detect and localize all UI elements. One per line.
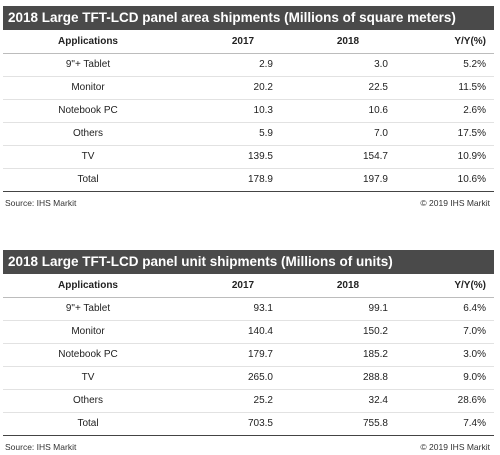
column-header-2017: 2017 bbox=[231, 36, 255, 47]
table-row: TV 139.5 154.7 10.9% bbox=[3, 146, 494, 169]
cell-application: Total bbox=[77, 174, 99, 185]
cell-2017: 140.4 bbox=[247, 326, 273, 337]
table-row-total: Total 178.9 197.9 10.6% bbox=[3, 169, 494, 192]
cell-yy: 11.5% bbox=[458, 82, 486, 93]
cell-2017: 178.9 bbox=[247, 174, 273, 185]
cell-2018: 185.2 bbox=[362, 349, 388, 360]
cell-yy: 2.6% bbox=[463, 105, 486, 116]
cell-application: Monitor bbox=[71, 82, 105, 93]
cell-yy: 7.0% bbox=[463, 326, 486, 337]
table-row: TV 265.0 288.8 9.0% bbox=[3, 367, 494, 390]
cell-2018: 22.5 bbox=[368, 82, 388, 93]
column-header-yy: Y/Y(%) bbox=[454, 280, 486, 291]
cell-2018: 154.7 bbox=[362, 151, 388, 162]
table-row: Monitor 20.2 22.5 11.5% bbox=[3, 77, 494, 100]
cell-yy: 7.4% bbox=[463, 418, 486, 429]
cell-2017: 2.9 bbox=[259, 59, 273, 70]
cell-application: TV bbox=[81, 372, 95, 383]
table-header-row: Applications 2017 2018 Y/Y(%) bbox=[3, 30, 494, 54]
cell-2017: 179.7 bbox=[247, 349, 273, 360]
column-header-2018: 2018 bbox=[336, 36, 360, 47]
table-row: Notebook PC 10.3 10.6 2.6% bbox=[3, 100, 494, 123]
cell-2017: 139.5 bbox=[247, 151, 273, 162]
table-row: 9"+ Tablet 93.1 99.1 6.4% bbox=[3, 298, 494, 321]
cell-2018: 7.0 bbox=[374, 128, 388, 139]
cell-2017: 10.3 bbox=[253, 105, 273, 116]
table-title: 2018 Large TFT-LCD panel area shipments … bbox=[3, 6, 494, 30]
cell-application: Others bbox=[72, 395, 103, 406]
cell-2017: 5.9 bbox=[259, 128, 273, 139]
cell-application: Notebook PC bbox=[58, 349, 118, 360]
source-line: Source: IHS Markit © 2019 IHS Markit bbox=[3, 195, 494, 211]
cell-2018: 288.8 bbox=[362, 372, 388, 383]
cell-application: 9"+ Tablet bbox=[65, 303, 111, 314]
cell-application: 9"+ Tablet bbox=[65, 59, 111, 70]
column-header-applications: Applications bbox=[57, 36, 118, 47]
table-row: 9"+ Tablet 2.9 3.0 5.2% bbox=[3, 54, 494, 77]
cell-yy: 5.2% bbox=[463, 59, 486, 70]
column-header-2018: 2018 bbox=[336, 280, 360, 291]
cell-yy: 17.5% bbox=[457, 128, 486, 139]
cell-2018: 755.8 bbox=[362, 418, 388, 429]
table-row-total: Total 703.5 755.8 7.4% bbox=[3, 413, 494, 436]
table-header-row: Applications 2017 2018 Y/Y(%) bbox=[3, 274, 494, 298]
cell-yy: 9.0% bbox=[463, 372, 486, 383]
column-header-2017: 2017 bbox=[231, 280, 255, 291]
cell-application: Monitor bbox=[71, 326, 105, 337]
table-title: 2018 Large TFT-LCD panel unit shipments … bbox=[3, 250, 494, 274]
table-row: Others 25.2 32.4 28.6% bbox=[3, 390, 494, 413]
cell-yy: 3.0% bbox=[463, 349, 486, 360]
cell-yy: 28.6% bbox=[457, 395, 486, 406]
copyright-text: © 2019 IHS Markit bbox=[420, 198, 490, 208]
cell-yy: 6.4% bbox=[463, 303, 486, 314]
area-shipments-table: 2018 Large TFT-LCD panel area shipments … bbox=[3, 6, 494, 211]
cell-application: Others bbox=[72, 128, 103, 139]
copyright-text: © 2019 IHS Markit bbox=[420, 442, 490, 452]
cell-2018: 99.1 bbox=[368, 303, 388, 314]
source-text: Source: IHS Markit bbox=[5, 442, 77, 452]
cell-2018: 197.9 bbox=[362, 174, 388, 185]
cell-yy: 10.9% bbox=[457, 151, 486, 162]
column-header-applications: Applications bbox=[57, 280, 118, 291]
cell-application: TV bbox=[81, 151, 95, 162]
cell-yy: 10.6% bbox=[457, 174, 486, 185]
table-row: Notebook PC 179.7 185.2 3.0% bbox=[3, 344, 494, 367]
cell-2017: 703.5 bbox=[247, 418, 273, 429]
table-row: Monitor 140.4 150.2 7.0% bbox=[3, 321, 494, 344]
source-line: Source: IHS Markit © 2019 IHS Markit bbox=[3, 439, 494, 455]
cell-2017: 20.2 bbox=[253, 82, 273, 93]
cell-application: Notebook PC bbox=[58, 105, 118, 116]
cell-2017: 93.1 bbox=[253, 303, 273, 314]
cell-2018: 10.6 bbox=[368, 105, 388, 116]
source-text: Source: IHS Markit bbox=[5, 198, 77, 208]
cell-2017: 25.2 bbox=[253, 395, 273, 406]
cell-2017: 265.0 bbox=[247, 372, 273, 383]
cell-2018: 3.0 bbox=[374, 59, 388, 70]
table-row: Others 5.9 7.0 17.5% bbox=[3, 123, 494, 146]
unit-shipments-table: 2018 Large TFT-LCD panel unit shipments … bbox=[3, 250, 494, 455]
column-header-yy: Y/Y(%) bbox=[454, 36, 486, 47]
cell-application: Total bbox=[77, 418, 99, 429]
cell-2018: 150.2 bbox=[362, 326, 388, 337]
cell-2018: 32.4 bbox=[368, 395, 388, 406]
